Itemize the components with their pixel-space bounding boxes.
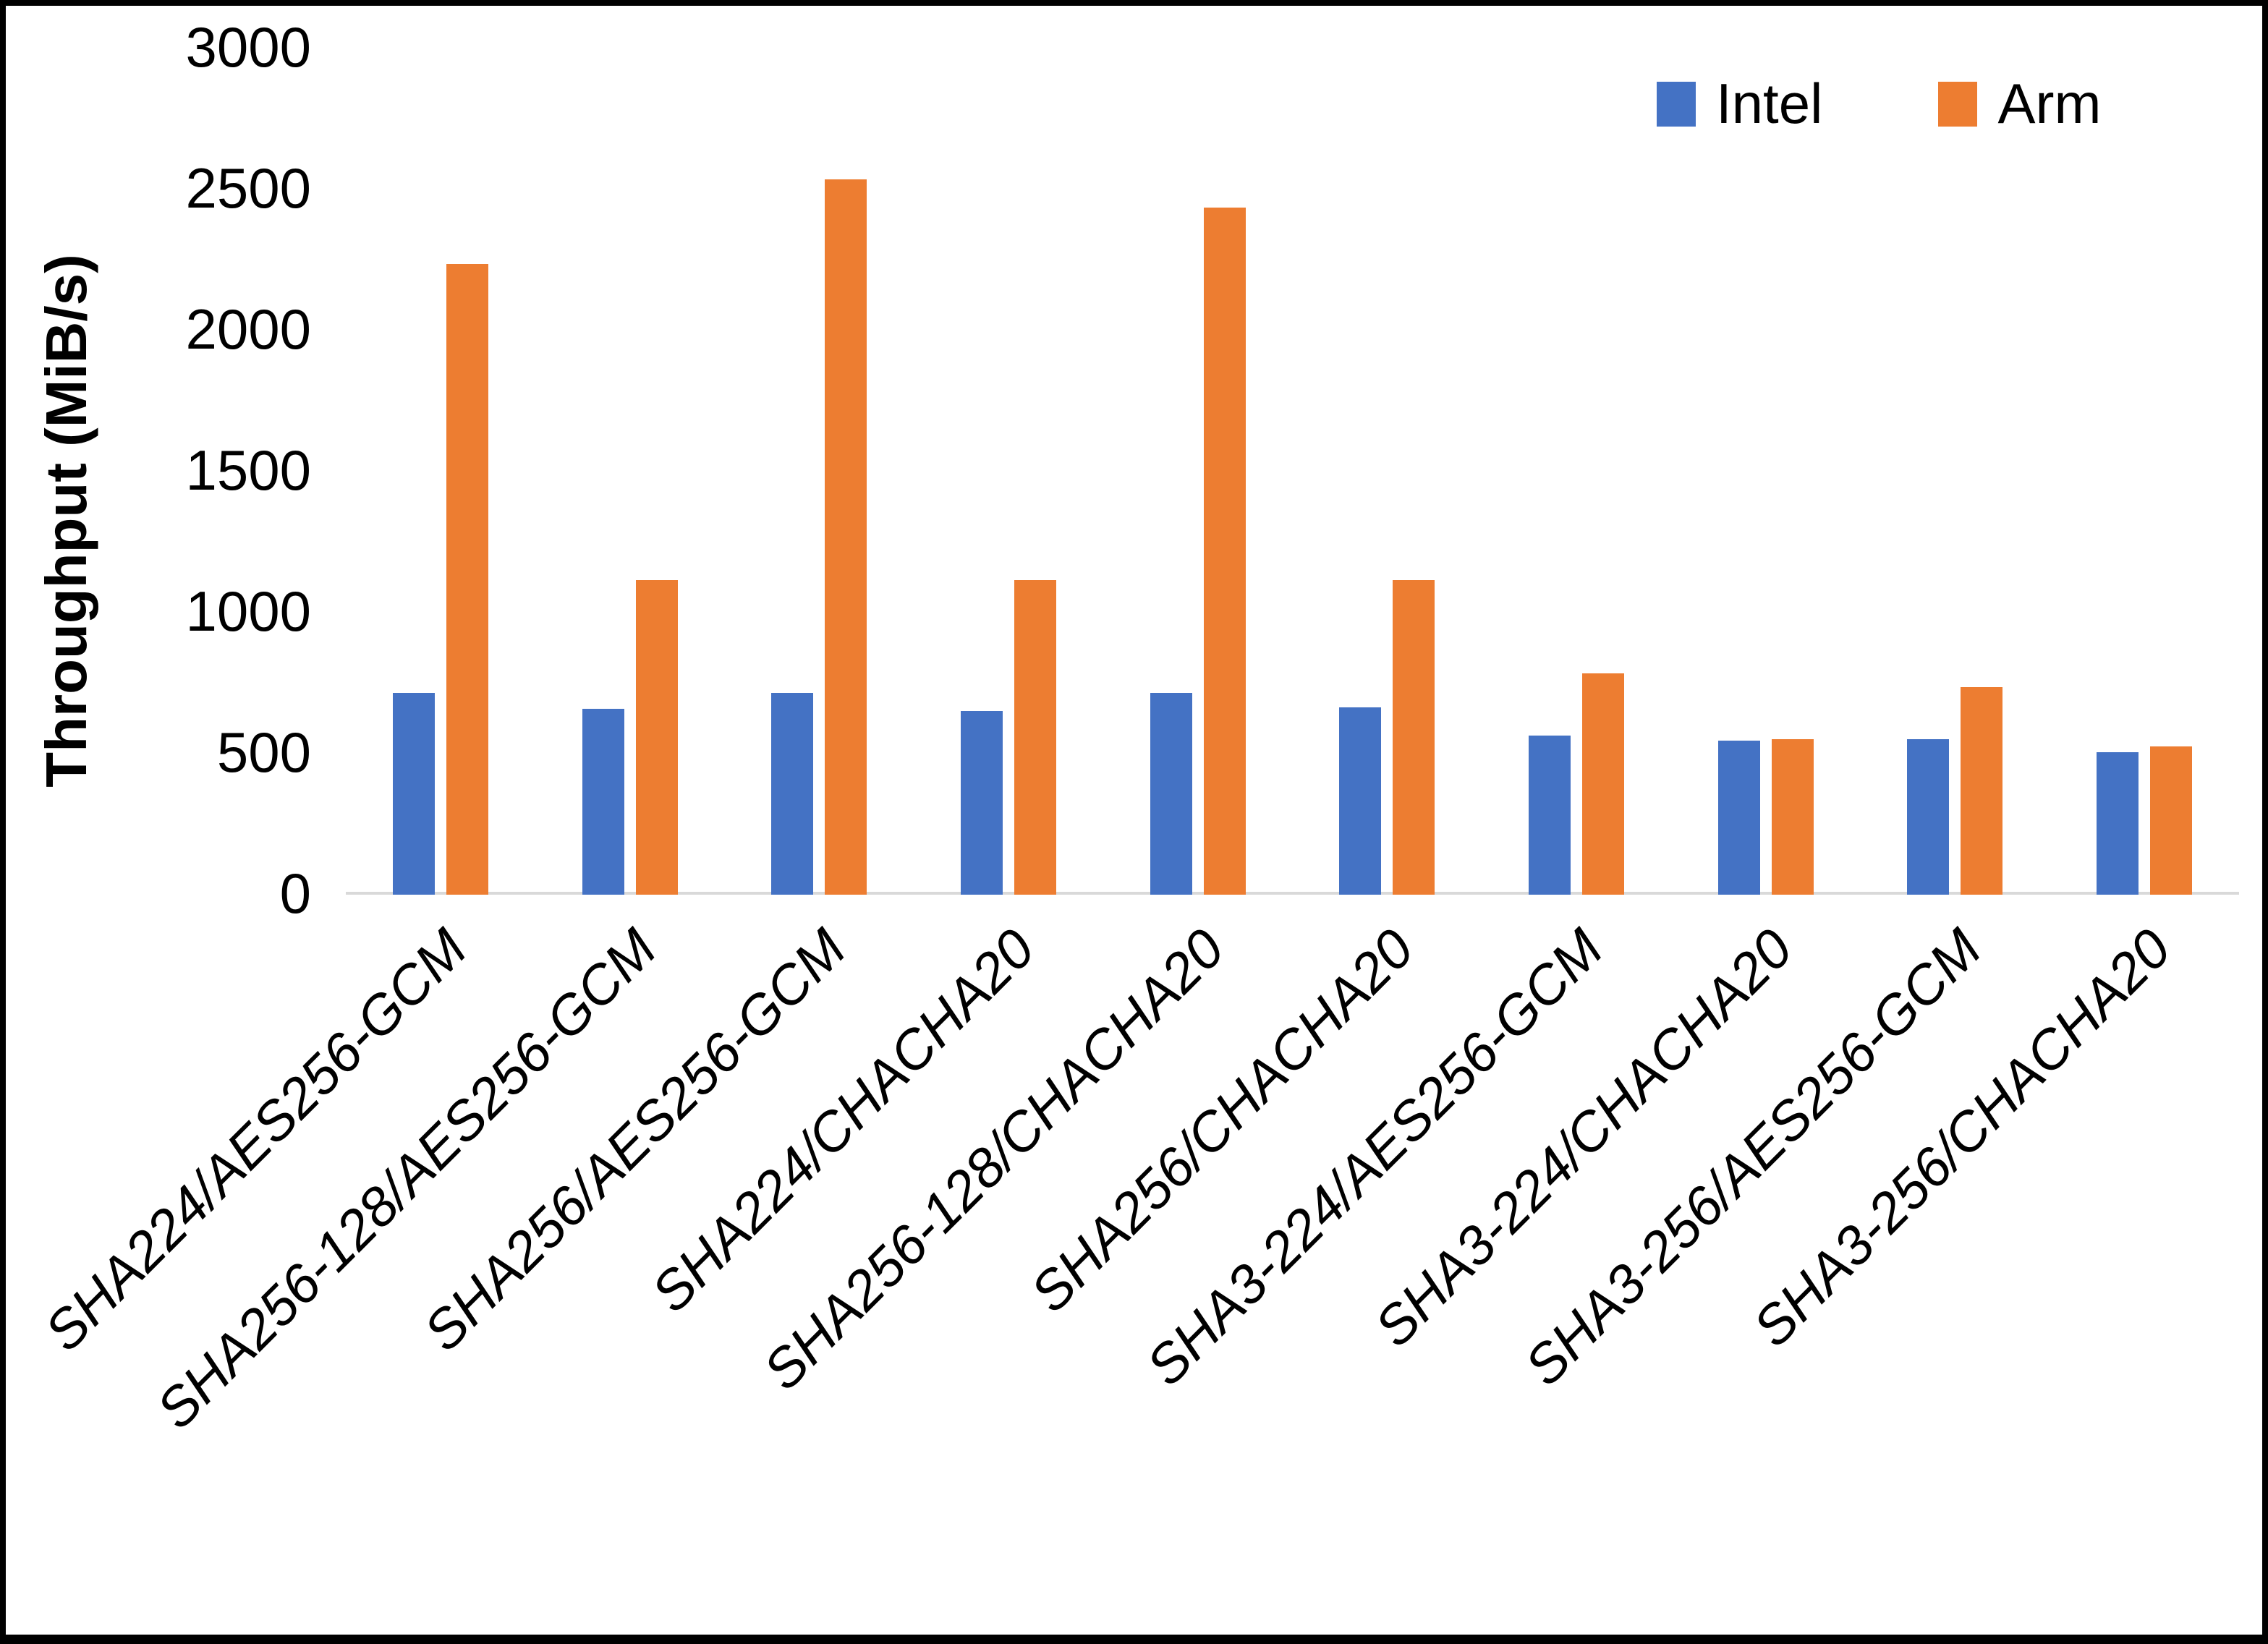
x-category-label: SHA224/CHACHA20: [640, 917, 1047, 1324]
legend-swatch-intel: [1657, 81, 1696, 127]
legend-label: Arm: [1997, 72, 2102, 135]
y-tick-label: 1000: [185, 579, 311, 643]
legend-item-intel: Intel: [1657, 71, 1822, 137]
bar-arm-SHA256-128/CHACHA20: [1203, 208, 1246, 895]
bar-intel-SHA3-256/CHACHA20: [2097, 752, 2139, 895]
y-tick-label: 3000: [185, 15, 311, 79]
bar-intel-SHA224/AES256-GCM: [392, 693, 435, 895]
bar-arm-SHA3-256/CHACHA20: [2150, 746, 2193, 895]
bar-arm-SHA256-128/AES256-GCM: [635, 580, 678, 895]
bar-arm-SHA224/AES256-GCM: [446, 264, 488, 895]
y-tick-label: 0: [279, 861, 311, 925]
bar-arm-SHA224/CHACHA20: [1014, 580, 1056, 895]
bar-intel-SHA3-224/CHACHA20: [1717, 741, 1760, 895]
y-tick-label: 1500: [185, 438, 311, 502]
bar-intel-SHA3-256/AES256-GCM: [1907, 739, 1950, 895]
bar-arm-SHA3-224/AES256-GCM: [1582, 673, 1625, 895]
y-tick-label: 2000: [185, 297, 311, 361]
legend: Intel Arm: [1657, 71, 2101, 137]
x-axis-line: [346, 892, 2239, 895]
x-category-label: SHA256/CHACHA20: [1019, 917, 1426, 1324]
bar-intel-SHA3-224/AES256-GCM: [1529, 736, 1571, 895]
legend-swatch-arm: [1938, 81, 1978, 127]
y-tick-label: 2500: [185, 156, 311, 220]
y-tick-label: 500: [216, 720, 311, 784]
bar-arm-SHA3-256/AES256-GCM: [1961, 687, 2003, 895]
bar-intel-SHA256/CHACHA20: [1339, 707, 1382, 895]
legend-item-arm: Arm: [1938, 71, 2101, 137]
legend-label: Intel: [1716, 72, 1823, 135]
bar-intel-SHA256-128/CHACHA20: [1150, 693, 1192, 895]
bar-intel-SHA256/AES256-GCM: [771, 693, 814, 895]
bar-arm-SHA256/CHACHA20: [1393, 580, 1435, 895]
bar-arm-SHA256/AES256-GCM: [825, 179, 867, 895]
bar-arm-SHA3-224/CHACHA20: [1771, 739, 1814, 895]
bar-intel-SHA256-128/AES256-GCM: [582, 709, 624, 895]
bar-intel-SHA224/CHACHA20: [960, 711, 1003, 895]
